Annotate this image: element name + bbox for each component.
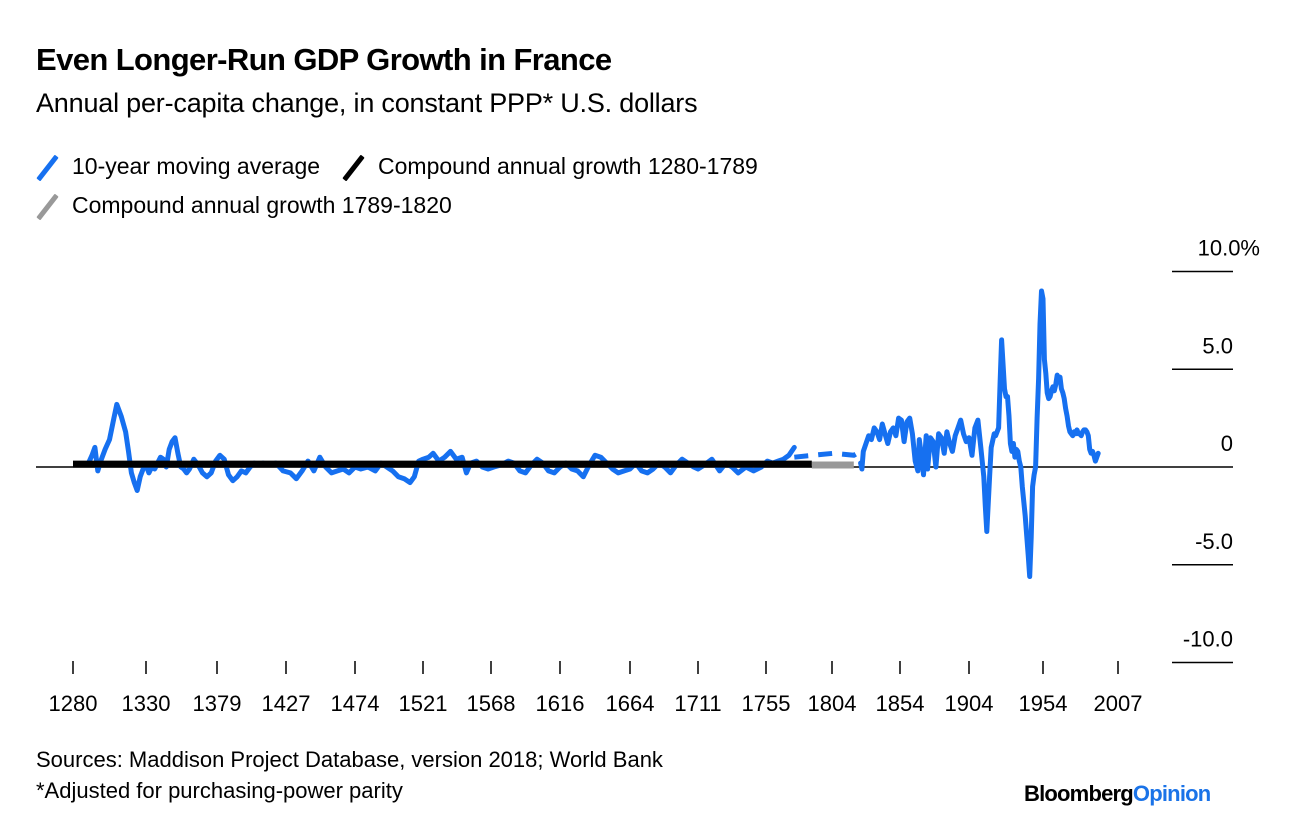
footnote-text: *Adjusted for purchasing-power parity <box>36 778 403 803</box>
chart-title: Even Longer-Run GDP Growth in France <box>36 42 612 77</box>
y-tick-label: -5.0 <box>1195 529 1233 554</box>
x-tick-label: 1521 <box>399 691 448 716</box>
x-tick-label: 1379 <box>193 691 242 716</box>
x-axis: 1280 1330 1379 1427 1474 1521 1568 1616 1664 1711… <box>49 661 1143 716</box>
x-tick-label: 1280 <box>49 691 98 716</box>
series-line-10-year-moving-average-modern- <box>858 288 1101 579</box>
brand-bloomberg: Bloomberg <box>1024 781 1134 806</box>
legend-row-2: Compound annual growth 1789-1820 <box>36 192 474 219</box>
x-tick-label: 1904 <box>945 691 994 716</box>
x-tick-label: 1568 <box>467 691 516 716</box>
series-line-10-year-moving-average <box>85 401 797 493</box>
legend-label: Compound annual growth 1280-1789 <box>378 153 758 179</box>
legend-item-moving-average: 10-year moving average <box>36 153 320 180</box>
legend-label: 10-year moving average <box>72 153 321 179</box>
y-tick-label: 0 <box>1221 431 1233 456</box>
series-group <box>73 288 1101 579</box>
brand-opinion: Opinion <box>1132 781 1211 806</box>
x-tick-label: 1755 <box>742 691 791 716</box>
chart-subtitle: Annual per-capita change, in constant PP… <box>36 88 698 118</box>
x-tick-label: 1330 <box>122 691 171 716</box>
y-tick-label: 10.0% <box>1198 236 1260 261</box>
x-tick-label: 1711 <box>674 691 721 716</box>
legend: 10-year moving average Compound annual g… <box>36 153 780 180</box>
x-tick-label: 1804 <box>808 691 857 716</box>
legend-label: Compound annual growth 1789-1820 <box>72 192 452 218</box>
x-tick-label: 1474 <box>331 691 380 716</box>
source-note: Sources: Maddison Project Database, vers… <box>36 744 663 806</box>
bloomberg-opinion-logo: BloombergOpinion <box>1024 781 1211 807</box>
legend-item-cagr-1789-1820: Compound annual growth 1789-1820 <box>36 192 452 219</box>
series-line-10-year-moving-average-interpolated- <box>794 449 862 460</box>
source-text: Sources: Maddison Project Database, vers… <box>36 747 663 772</box>
y-tick-label: 5.0 <box>1202 333 1233 358</box>
x-tick-label: 2007 <box>1094 691 1143 716</box>
x-tick-label: 1427 <box>262 691 311 716</box>
x-tick-label: 1954 <box>1019 691 1068 716</box>
legend-item-cagr-1280-1789: Compound annual growth 1280-1789 <box>342 153 758 180</box>
y-axis: 10.0% 5.0 0 -5.0 -10.0 <box>36 236 1260 664</box>
x-tick-label: 1854 <box>876 691 925 716</box>
y-tick-label: -10.0 <box>1183 627 1233 652</box>
x-tick-label: 1616 <box>536 691 585 716</box>
x-tick-label: 1664 <box>606 691 655 716</box>
